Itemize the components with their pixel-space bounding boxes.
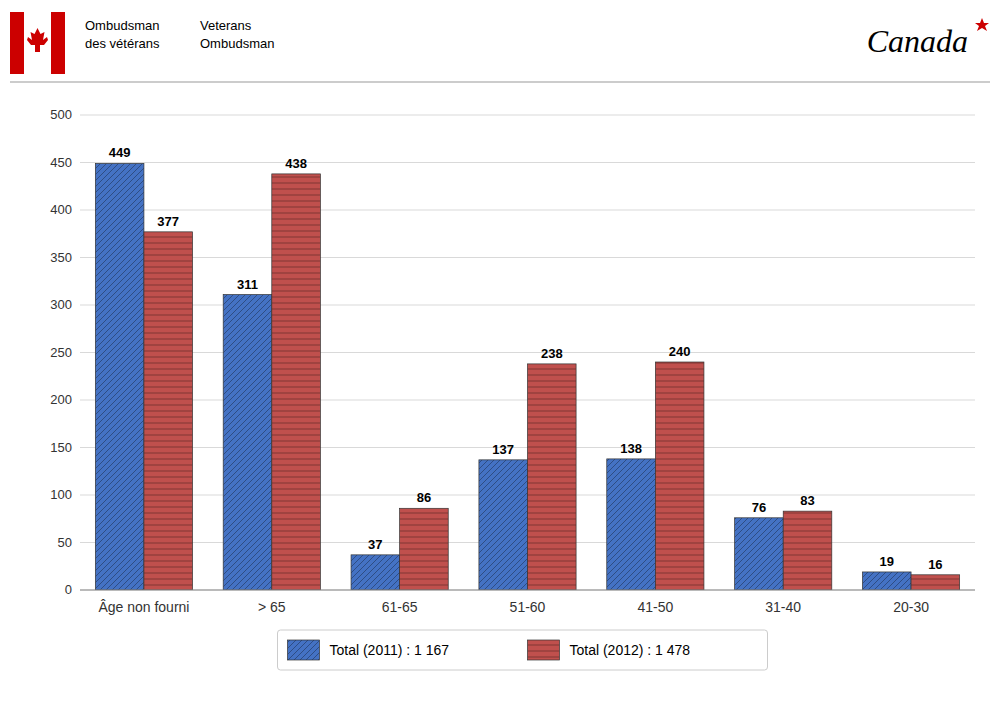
y-tick-label: 450 [50,155,72,170]
data-label: 377 [157,214,179,229]
y-axis: 0 50 100 150 200 250 300 350 400 450 500 [50,107,72,597]
chart: Ombudsman des vétérans Veterans Ombudsman Ca… [0,0,1000,710]
bar [607,459,656,590]
bar [351,555,400,590]
data-labels: 449 311 37 137 138 76 19 377 438 86 238 240 83 16 [109,145,943,571]
flag-white [24,12,51,74]
bar [223,295,272,590]
y-tick-label: 350 [50,250,72,265]
data-label: 83 [800,493,814,508]
bar [272,174,321,590]
bar [655,362,704,590]
wordmark: Canada [867,23,968,59]
header-text: Ombudsman [200,36,274,51]
legend-swatch [528,640,560,660]
data-label: 311 [237,277,258,292]
x-tick-label: 20-30 [893,599,929,615]
maple-leaf [27,28,48,52]
y-tick-label: 400 [50,202,72,217]
y-tick-label: 100 [50,487,72,502]
data-label: 37 [368,537,382,552]
data-label: 240 [669,344,691,359]
wordmark-flag [975,18,989,31]
background [0,0,1000,710]
bar [528,364,577,590]
wordmark-text: a [952,23,968,59]
legend-label: Total (2011) : 1 167 [330,642,450,658]
grid [80,115,975,590]
bars [95,163,959,590]
header-text: Ombudsman [85,18,159,33]
bar [95,163,144,590]
data-label: 449 [109,145,131,160]
y-tick-label: 50 [58,535,72,550]
grid-line [80,115,975,116]
bar [862,572,911,590]
flag-red [10,12,65,74]
data-label: 438 [285,156,307,171]
data-label: 16 [928,557,942,572]
bar [911,575,960,590]
y-tick-label: 0 [65,582,72,597]
legend-frame [278,630,768,670]
bar [783,511,832,590]
x-axis: Âge non fourni > 65 61-65 51-60 41-50 31-40 20… [80,590,975,615]
x-tick-label: > 65 [258,599,286,615]
header: Ombudsman des vétérans Veterans Ombudsman Ca… [10,12,990,82]
bar [479,460,528,590]
bar [735,518,784,590]
grid-line [80,162,975,163]
bar [144,232,193,590]
header-text: Veterans [200,18,252,33]
grid-line [80,352,975,353]
data-label: 238 [541,346,563,361]
grid-line [80,305,975,306]
legend: Total (2011) : 1 167 Total (2012) : 1 478 [278,630,768,670]
header-text: des vétérans [85,36,160,51]
y-tick-label: 500 [50,107,72,122]
wordmark-text: Canad [867,23,953,59]
y-tick-label: 250 [50,345,72,360]
x-tick-label: 61-65 [382,599,418,615]
x-tick-label: Âge non fourni [98,599,189,615]
header-separator [10,82,990,83]
legend-label: Total (2012) : 1 478 [570,642,691,658]
x-tick-label: 51-60 [510,599,546,615]
x-tick-label: 31-40 [765,599,801,615]
grid-line [80,590,975,591]
grid-line [80,210,975,211]
grid-line [80,257,975,258]
y-tick-label: 150 [50,440,72,455]
legend-swatch [288,640,320,660]
data-label: 76 [752,500,766,515]
data-label: 19 [880,554,894,569]
y-tick-label: 200 [50,392,72,407]
x-axis-line [80,590,975,591]
bar [400,508,449,590]
flag [10,12,65,74]
data-label: 86 [417,490,431,505]
data-label: 138 [620,441,642,456]
x-tick-label: 41-50 [637,599,673,615]
y-tick-label: 300 [50,297,72,312]
data-label: 137 [492,442,514,457]
